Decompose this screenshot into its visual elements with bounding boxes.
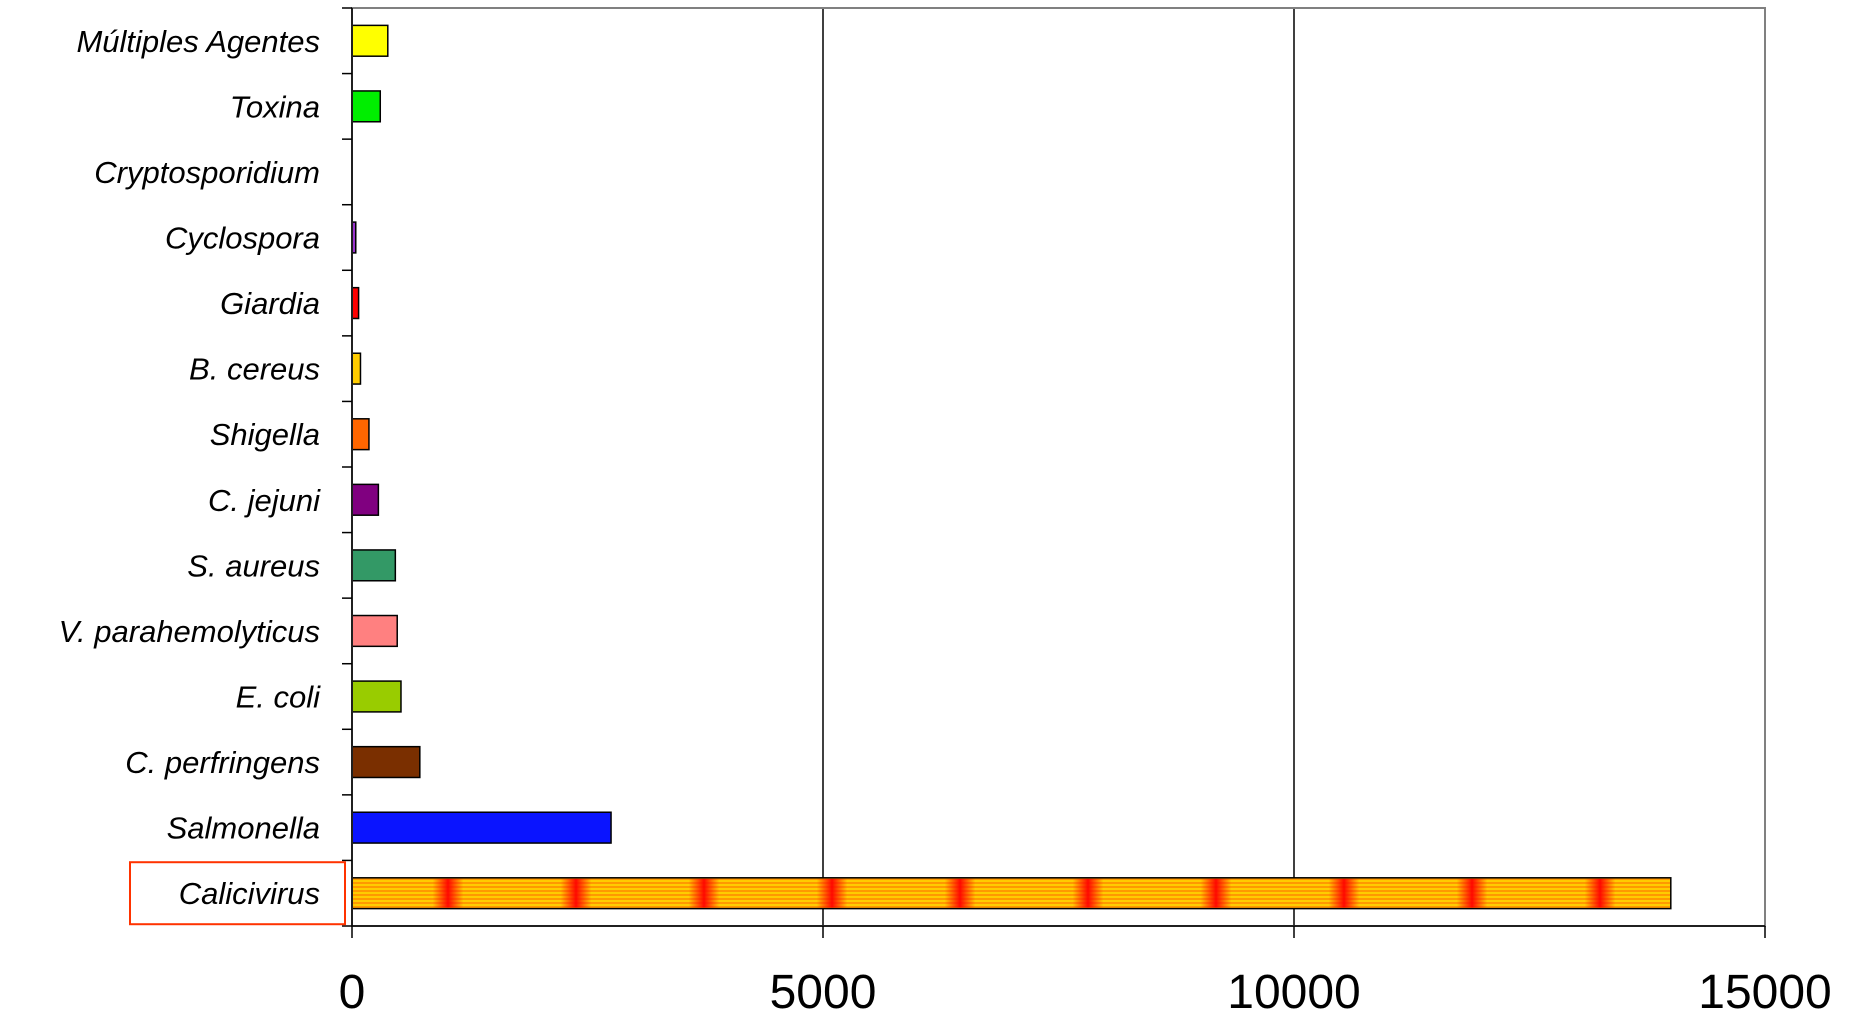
x-tick-label: 10000 [1227, 966, 1360, 1019]
category-label: Salmonella [167, 811, 320, 846]
x-tick-label: 0 [339, 966, 366, 1019]
category-label: Cyclospora [165, 221, 320, 256]
category-label: C. jejuni [208, 483, 321, 518]
category-label: Múltiples Agentes [76, 24, 320, 59]
x-tick-label: 5000 [770, 966, 877, 1019]
category-label: Calicivirus [179, 876, 320, 911]
bar [351, 418, 370, 451]
bar [351, 24, 389, 57]
category-label: E. coli [236, 680, 322, 715]
bar [351, 680, 402, 713]
grid-layer [822, 8, 1295, 926]
category-label: V. parahemolyticus [59, 614, 320, 649]
category-label: Giardia [220, 286, 320, 321]
category-label: Cryptosporidium [94, 155, 320, 190]
bar [351, 745, 421, 779]
highlight-box [129, 861, 346, 926]
category-label: Shigella [210, 417, 320, 452]
category-label: C. perfringens [125, 745, 320, 780]
bar [351, 352, 362, 385]
axes-layer [342, 7, 1766, 938]
category-label: Toxina [230, 89, 320, 124]
category-label: B. cereus [189, 352, 320, 387]
bars-layer [351, 24, 1672, 910]
plot-area-border [351, 7, 1766, 927]
bar [351, 811, 612, 844]
bar [351, 549, 397, 582]
bar [351, 90, 382, 123]
bar [351, 483, 380, 516]
labels-layer: 0 5000 10000 15000 Calicivirus Salmonella C. p… [59, 24, 1832, 1019]
category-label: S. aureus [187, 548, 320, 583]
x-tick-label: 15000 [1698, 966, 1831, 1019]
bar-highlight-spots [352, 878, 1671, 908]
bar [351, 614, 398, 648]
